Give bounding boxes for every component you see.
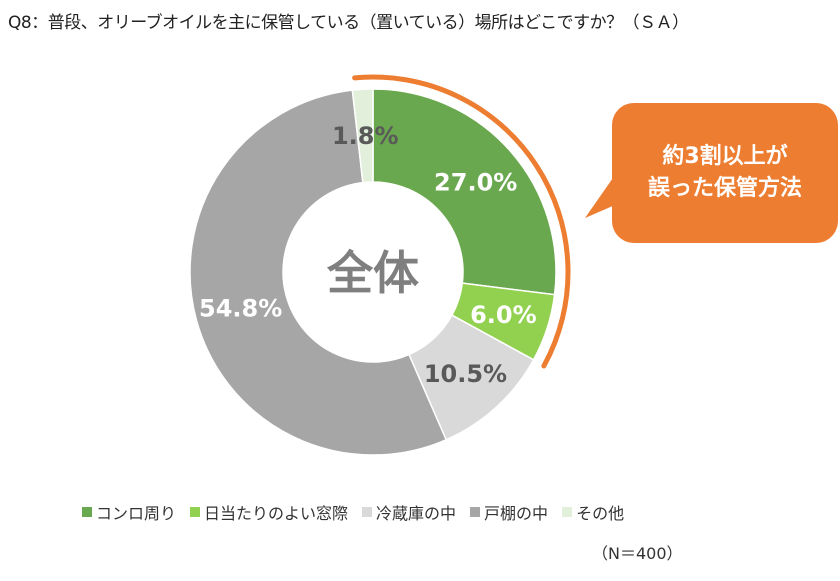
callout-box: 約3割以上が 誤った保管方法 <box>612 103 838 243</box>
legend: コンロ周り 日当たりのよい窓際 冷蔵庫の中 戸棚の中 その他 <box>82 500 624 524</box>
highlight-arc <box>352 74 571 369</box>
data-label-4: 1.8% <box>332 122 399 150</box>
legend-label: 日当たりのよい窓際 <box>204 504 349 523</box>
legend-label: 戸棚の中 <box>484 504 549 523</box>
center-label: 全体 <box>326 246 419 300</box>
legend-item: コンロ周り <box>82 500 176 524</box>
data-label-3: 54.8% <box>199 294 282 322</box>
data-label-1: 6.0% <box>470 301 537 329</box>
legend-swatch <box>82 507 92 517</box>
slice-4 <box>351 88 374 184</box>
data-label-0: 27.0% <box>434 168 517 196</box>
legend-label: その他 <box>576 504 625 523</box>
chart-title: Q8：普段、オリーブオイルを主に保管している（置いている）場所はどこですか？（Ｓ… <box>8 13 689 33</box>
sample-size-note: （N＝400） <box>592 544 683 563</box>
slice-0 <box>372 88 557 296</box>
legend-label: 冷蔵庫の中 <box>376 504 457 523</box>
legend-item: その他 <box>562 500 624 524</box>
legend-item: 日当たりのよい窓際 <box>190 500 348 524</box>
data-label-2: 10.5% <box>424 360 507 388</box>
legend-swatch <box>190 507 201 517</box>
callout-line-2: 誤った保管方法 <box>647 176 802 201</box>
legend-label: コンロ周り <box>96 504 177 523</box>
legend-item: 冷蔵庫の中 <box>362 500 456 524</box>
legend-swatch <box>470 507 481 517</box>
legend-swatch <box>362 507 373 517</box>
legend-swatch <box>562 507 573 517</box>
callout-line-1: 約3割以上が <box>662 144 788 169</box>
slice-3 <box>189 89 448 456</box>
callout-pointer <box>585 175 615 218</box>
legend-item: 戸棚の中 <box>470 500 548 524</box>
